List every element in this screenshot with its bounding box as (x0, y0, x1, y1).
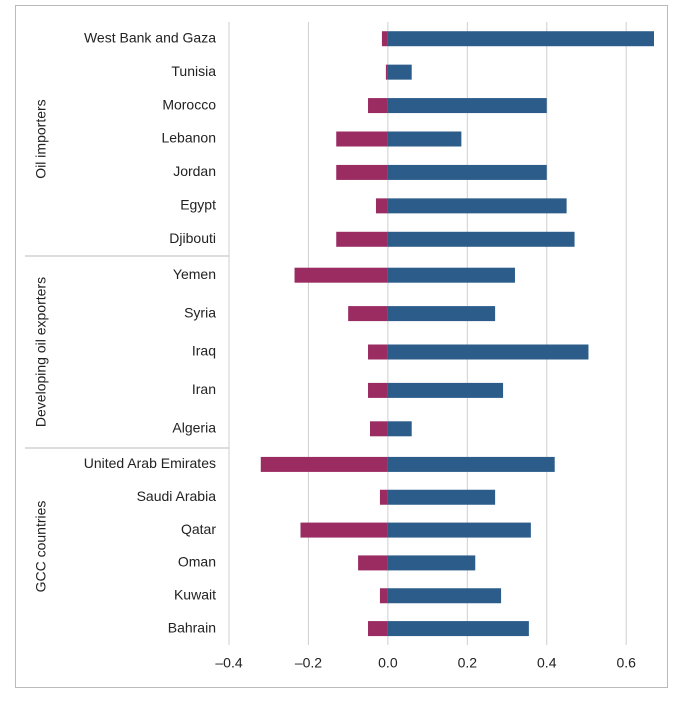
bar (387, 267, 515, 283)
x-tick-label: –0.2 (295, 655, 322, 671)
bar (387, 555, 476, 571)
bar (387, 198, 567, 214)
bar (358, 555, 388, 571)
bar (370, 421, 388, 437)
group-label: Developing oil exporters (33, 277, 49, 427)
y-tick-label: Qatar (181, 521, 216, 537)
x-tick-label: 0.0 (378, 655, 398, 671)
bar (368, 344, 388, 360)
y-tick-label: Bahrain (168, 619, 216, 635)
bar (387, 522, 531, 538)
y-tick-label: Lebanon (161, 130, 216, 146)
bar (387, 31, 654, 47)
bar (387, 456, 555, 472)
bar (387, 98, 547, 114)
x-tick-label: 0.6 (616, 655, 636, 671)
bar (387, 64, 412, 80)
x-tick-label: 0.2 (458, 655, 478, 671)
bar (375, 198, 388, 214)
group-label: Oil importers (33, 99, 49, 178)
bar (368, 382, 388, 398)
bar (368, 98, 388, 114)
bar (300, 522, 388, 538)
bar (379, 588, 388, 604)
x-tick-label: –0.4 (215, 655, 242, 671)
y-tick-label: Kuwait (174, 586, 216, 602)
bar (368, 621, 388, 637)
bar (387, 421, 412, 437)
y-tick-label: Tunisia (171, 63, 216, 79)
bar (387, 164, 547, 180)
bar (260, 456, 388, 472)
bar (387, 382, 504, 398)
y-tick-label: Iran (192, 381, 216, 397)
bar (387, 131, 462, 147)
y-tick-label: Iraq (192, 343, 216, 359)
x-tick-label: 0.4 (537, 655, 557, 671)
bar (381, 31, 388, 47)
y-tick-label: Algeria (172, 420, 216, 436)
bar (336, 131, 388, 147)
group-label: GCC countries (33, 501, 49, 593)
y-tick-label: Oman (178, 554, 216, 570)
y-tick-label: Djibouti (169, 230, 216, 246)
y-tick-label: Saudi Arabia (137, 488, 217, 504)
bar (379, 489, 388, 505)
bar (294, 267, 388, 283)
y-tick-label: West Bank and Gaza (84, 29, 216, 45)
bar (336, 231, 388, 247)
y-tick-label: Yemen (173, 266, 216, 282)
y-tick-label: Egypt (180, 197, 216, 213)
bar (387, 621, 529, 637)
bar (387, 306, 496, 322)
bar (336, 164, 388, 180)
bar (385, 64, 388, 80)
bar (387, 344, 589, 360)
y-tick-label: United Arab Emirates (84, 455, 216, 471)
bar (387, 231, 575, 247)
bar (387, 588, 502, 604)
bar (387, 489, 496, 505)
y-tick-label: Morocco (162, 96, 216, 112)
y-tick-label: Syria (184, 304, 216, 320)
bar (348, 306, 388, 322)
y-tick-label: Jordan (173, 163, 216, 179)
